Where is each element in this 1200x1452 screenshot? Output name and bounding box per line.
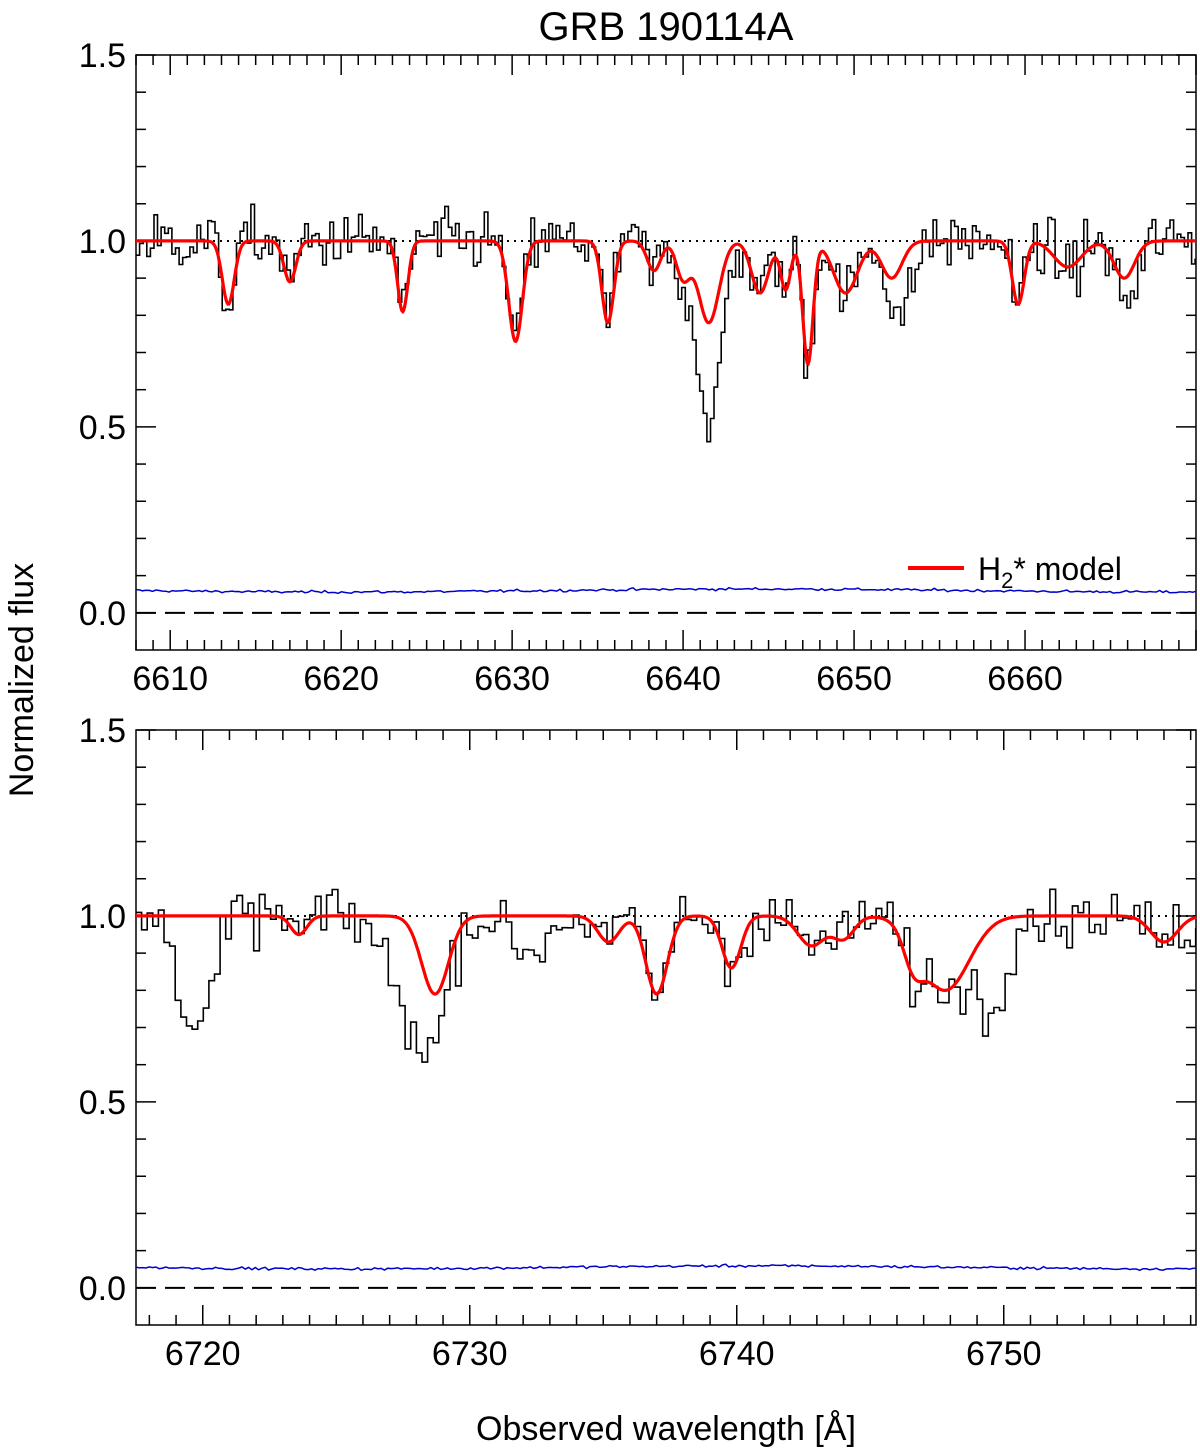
bottom-panel: 0.0 0.5 1.0 1.5 6720 6730 6740 6750 — [79, 712, 1197, 1373]
x-tick-label: 6620 — [303, 660, 379, 698]
h2-model-line — [136, 914, 1197, 996]
y-tick-label: 1.0 — [79, 223, 126, 261]
observed-spectrum — [136, 203, 1196, 443]
x-tick-label: 6660 — [987, 660, 1063, 698]
x-tick-label: 6640 — [645, 660, 721, 698]
y-tick-label: 0.5 — [79, 1084, 126, 1122]
y-tick-label: 0.0 — [79, 1270, 126, 1308]
y-tick-label: 0.5 — [79, 409, 126, 447]
h2-model-line — [136, 239, 1196, 367]
plot-frame — [135, 729, 1197, 1326]
error-spectrum — [135, 1263, 1197, 1272]
y-tick-label: 0.0 — [79, 595, 126, 633]
legend-label-model: H2* model — [978, 551, 1122, 593]
y-axis-label: Normalized flux — [3, 563, 41, 797]
x-tick-label: 6720 — [165, 1335, 241, 1373]
x-tick-label: 6740 — [699, 1335, 775, 1373]
y-tick-label: 1.5 — [79, 37, 126, 75]
y-tick-label: 1.5 — [79, 712, 126, 750]
legend: H2* model — [908, 551, 1122, 593]
top-panel: 0.0 0.5 1.0 1.5 6610 6620 6630 6640 6650 6660 — [79, 37, 1197, 698]
x-axis-label: Observed wavelength [Å] — [476, 1410, 856, 1448]
x-tick-label: 6610 — [132, 660, 208, 698]
y-tick-label: 1.0 — [79, 898, 126, 936]
x-tick-label: 6750 — [966, 1335, 1042, 1373]
x-tick-label: 6630 — [474, 660, 550, 698]
error-spectrum — [135, 586, 1197, 595]
x-tick-label: 6650 — [816, 660, 892, 698]
chart-title: GRB 190114A — [539, 5, 794, 49]
x-tick-label: 6730 — [432, 1335, 508, 1373]
